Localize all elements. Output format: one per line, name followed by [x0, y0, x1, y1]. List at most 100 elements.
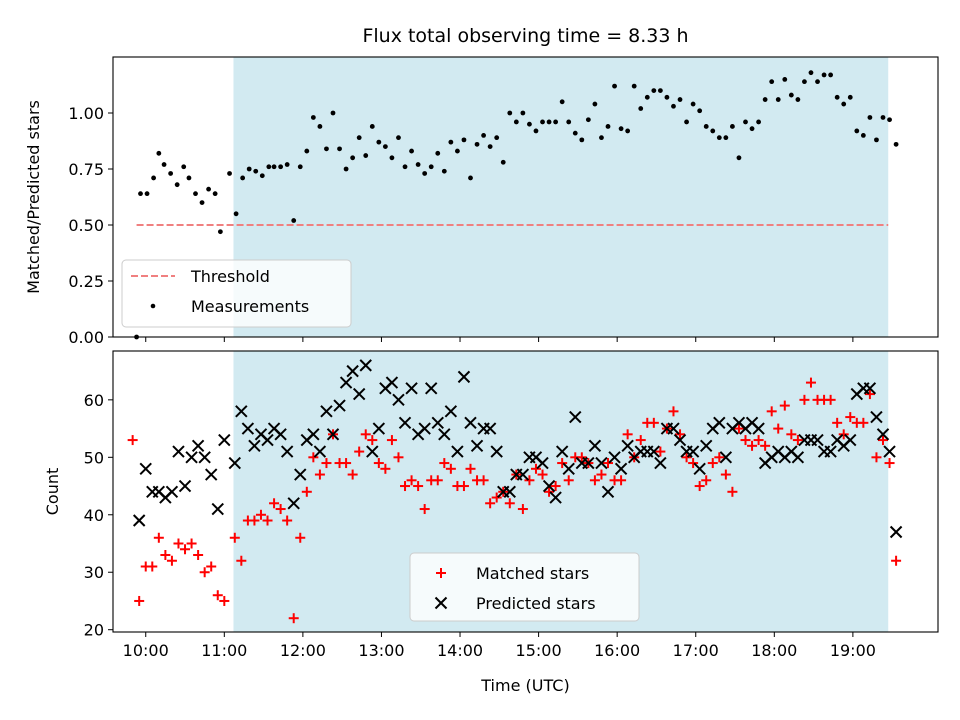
matched-star-point — [714, 452, 725, 463]
measurement-point — [684, 119, 689, 125]
predicted-star-point — [752, 422, 765, 435]
measurement-point — [199, 200, 205, 206]
y-tick-label: 1.00 — [68, 104, 104, 123]
time-x-axis: 10:00 11:00 12:00 13:00 14:00 15:00 16:00 17:00… — [123, 632, 876, 660]
matched-star-point — [354, 446, 365, 457]
measurement-point — [657, 88, 663, 93]
matched-star-point — [825, 394, 836, 405]
count-legend: Matched stars Predicted stars — [409, 552, 640, 622]
matched-star-point — [891, 555, 902, 566]
predicted-star-point — [542, 479, 556, 493]
predicted-star-point — [139, 462, 152, 476]
predicted-star-point — [569, 410, 582, 424]
predicted-star-point — [280, 445, 294, 458]
x-tick-label: 15:00 — [516, 641, 562, 660]
predicted-star-point — [844, 433, 857, 447]
measurement-point — [461, 137, 467, 143]
legend-measurements-swatch — [150, 303, 156, 309]
predicted-star-point — [562, 462, 575, 476]
y-tick-label: 60 — [84, 391, 104, 410]
measurement-point — [193, 191, 198, 197]
matched-star-point — [193, 549, 204, 560]
matched-star-point — [563, 475, 574, 486]
measurement-point — [487, 144, 493, 150]
matched-star-point — [465, 463, 476, 474]
matched-star-point — [701, 475, 712, 486]
matched-star-point — [694, 481, 705, 492]
measurement-point — [304, 148, 310, 154]
matched-star-point — [786, 429, 797, 440]
legend-threshold-label: Threshold — [190, 267, 270, 286]
predicted-star-point — [863, 382, 877, 395]
measurement-point — [246, 166, 252, 172]
predicted-star-point — [549, 491, 562, 504]
matched-star-point — [367, 435, 378, 446]
measurement-point — [144, 191, 150, 197]
legend-predicted-label: Predicted stars — [476, 594, 596, 613]
predicted-star-point — [372, 422, 386, 435]
matched-star-point — [530, 463, 541, 474]
legend-predicted-swatch — [434, 596, 448, 610]
matched-star-point — [668, 406, 679, 417]
predicted-star-point — [824, 445, 837, 458]
measurement-point — [566, 119, 572, 125]
matched-star-point — [845, 412, 856, 423]
predicted-star-point — [339, 376, 353, 389]
measurement-point — [337, 146, 342, 152]
predicted-star-point — [889, 525, 903, 539]
matched-star-point — [308, 452, 319, 463]
predicted-star-point — [791, 451, 805, 464]
measurement-point — [259, 173, 265, 179]
predicted-star-point — [870, 410, 883, 424]
matched-star-point — [576, 452, 587, 463]
predicted-star-point — [191, 439, 205, 453]
predicted-star-point — [218, 433, 231, 447]
matched-star-point — [491, 492, 502, 503]
measurement-point — [441, 168, 447, 174]
count-y-label: Count — [43, 468, 62, 516]
ratio-panel-frame — [112, 56, 939, 338]
predicted-star-point — [178, 479, 192, 493]
predicted-star-point — [294, 468, 307, 481]
y-tick-label: 0.75 — [68, 160, 104, 179]
matched-star-point — [166, 555, 177, 566]
measurement-point — [212, 191, 218, 197]
measurement-point — [376, 139, 382, 145]
measurement-point — [266, 164, 272, 170]
measurement-point — [217, 229, 223, 235]
measurement-point — [651, 88, 657, 93]
predicted-star-point — [248, 439, 261, 453]
matched-star-point — [550, 481, 561, 492]
matched-star-point — [439, 458, 450, 469]
predicted-star-point — [431, 416, 444, 430]
matched-star-point — [681, 452, 692, 463]
measurement-point — [507, 110, 513, 116]
predicted-star-point — [405, 382, 418, 395]
predicted-star-point — [438, 428, 451, 441]
matched-star-point — [262, 515, 273, 526]
y-tick-label: 0.00 — [68, 328, 104, 347]
measurement-point — [409, 148, 414, 154]
matched-star-point — [199, 567, 210, 578]
measurement-point — [324, 146, 329, 152]
measurement-point — [369, 124, 375, 129]
measurement-point — [599, 135, 604, 141]
count-legend-box — [409, 552, 640, 622]
count-y-axis: 20 30 40 50 60 — [84, 391, 113, 640]
y-tick-label: 40 — [84, 506, 104, 525]
matched-star-point — [596, 469, 607, 480]
predicted-star-point — [608, 451, 621, 464]
measurement-point — [428, 164, 434, 170]
matched-star-point — [799, 394, 810, 405]
measurement-point — [782, 77, 788, 82]
measurement-point — [887, 117, 892, 123]
measurement-point — [841, 101, 847, 107]
matched-star-point — [160, 549, 171, 560]
measurement-point — [572, 130, 578, 136]
matched-star-point — [707, 458, 718, 469]
matched-star-point — [864, 389, 875, 400]
measurement-point — [710, 128, 716, 134]
measurement-point — [278, 164, 284, 170]
predicted-star-point — [601, 485, 615, 498]
ratio-legend: Threshold Measurements — [121, 259, 352, 328]
